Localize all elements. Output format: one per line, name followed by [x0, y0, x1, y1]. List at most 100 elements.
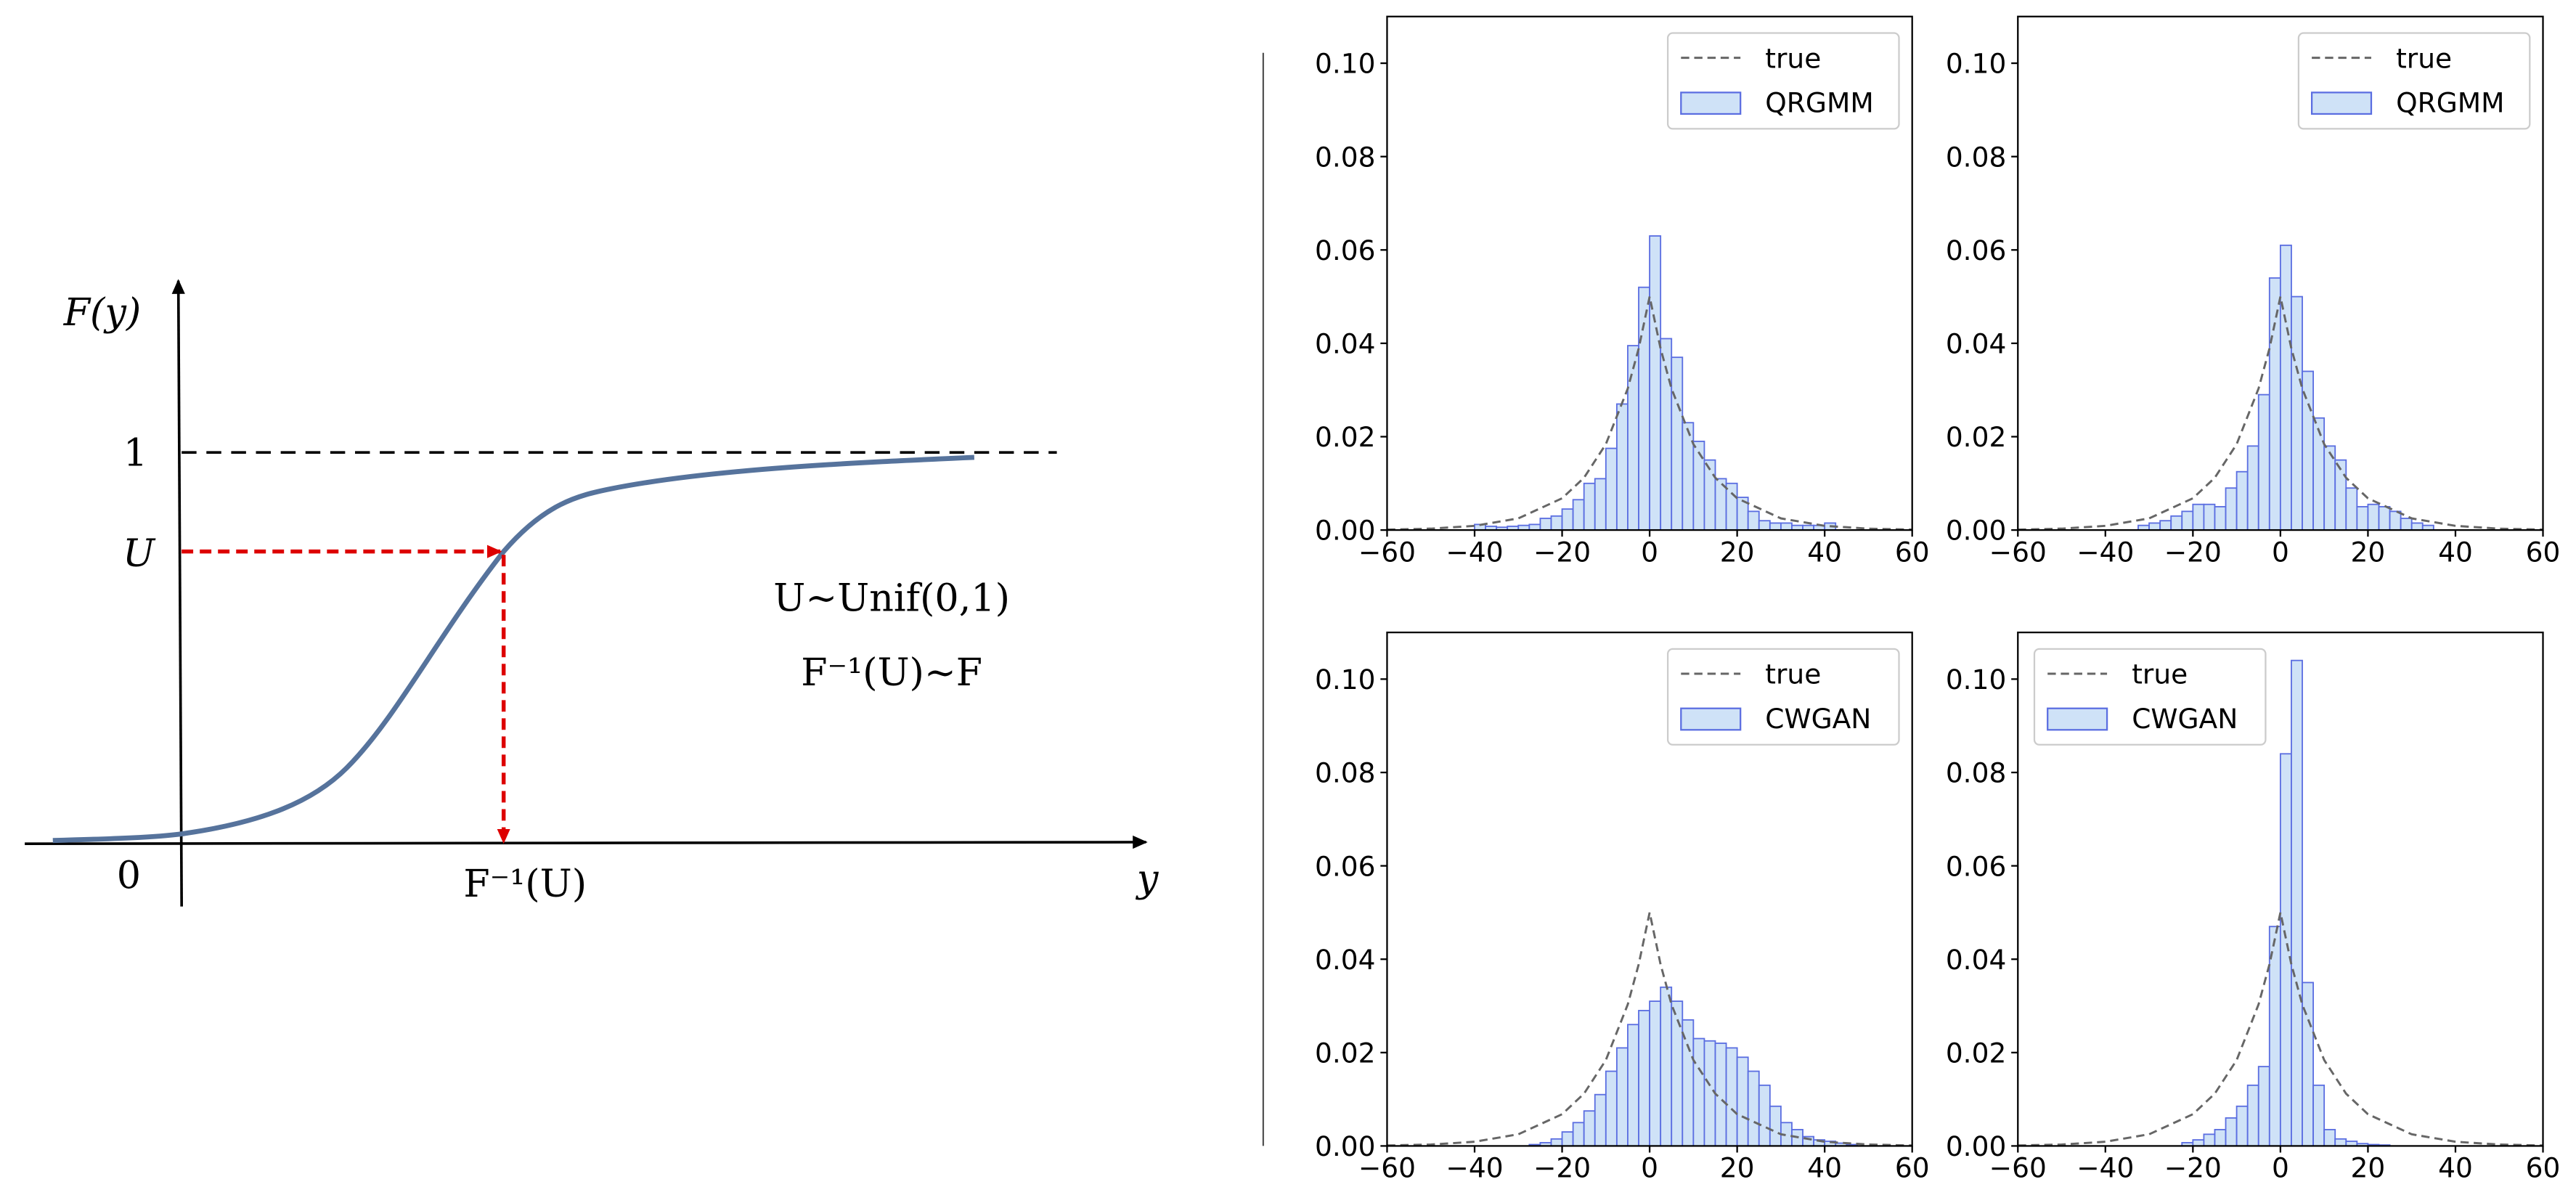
x-tick-label: 60 — [1895, 1152, 1930, 1184]
x-tick-label: −20 — [2164, 536, 2222, 568]
legend-label: QRGMM — [1765, 87, 1873, 119]
y-tick-label: 0.10 — [1315, 48, 1376, 80]
histogram-bar — [2356, 506, 2369, 531]
histogram-bar — [2214, 1129, 2227, 1146]
histogram-bar — [1660, 986, 1673, 1146]
histogram-bar — [2170, 515, 2183, 531]
histogram-bar — [2291, 659, 2303, 1146]
histogram-bar — [2148, 522, 2161, 531]
histogram-bar — [1747, 510, 1760, 531]
histogram-bar — [1682, 422, 1695, 531]
y-tick-label: 0.00 — [1315, 1130, 1376, 1162]
x-tick-label: 20 — [1720, 536, 1755, 568]
histogram-bar — [1605, 1070, 1618, 1146]
histogram-bar — [2246, 1084, 2259, 1146]
histogram-bar — [1769, 1105, 1782, 1146]
y-tick-label: 0.02 — [1315, 421, 1376, 453]
histogram-bar — [1615, 403, 1629, 531]
histogram-bar — [2389, 510, 2402, 531]
x-tick-label: −60 — [1989, 1152, 2047, 1184]
histogram-bar — [2345, 487, 2358, 531]
f-label: F(y) — [63, 290, 142, 335]
x-tick-label: 60 — [1895, 536, 1930, 568]
x-tick-label: 0 — [1641, 1152, 1658, 1184]
histogram-bar — [1561, 508, 1574, 531]
plot-area — [2018, 659, 2543, 1146]
histogram-bar — [2367, 503, 2380, 531]
inverse-label: F⁻¹(U) — [463, 862, 587, 906]
histogram-bar — [1703, 1040, 1716, 1146]
histogram-bar — [1572, 499, 1585, 531]
x-tick-label: −40 — [2076, 1152, 2134, 1184]
histogram-bar — [2279, 753, 2292, 1146]
u-label: U — [123, 531, 156, 576]
y-axis — [171, 279, 185, 907]
histogram-bar — [2279, 244, 2292, 531]
y-tick-label: 0.06 — [1946, 850, 2007, 882]
y-tick-label: 0.08 — [1946, 141, 2007, 173]
legend-swatch — [1680, 91, 1742, 115]
y-tick-label: 0.02 — [1946, 1037, 2007, 1069]
legend-label: true — [2132, 658, 2188, 690]
histogram-bar — [2225, 1117, 2238, 1146]
histogram-bar — [2334, 459, 2347, 531]
histogram-chart: −60 −40 −20 0 20 40 60 0.00 0.02 0.04 0.06 0.08 0.10… — [1946, 15, 2560, 568]
x-tick-label: −40 — [2076, 536, 2134, 568]
histogram-bar — [2235, 1105, 2249, 1146]
histogram-bar — [2257, 393, 2270, 531]
histogram-bar — [2214, 506, 2227, 531]
histogram-bar — [1528, 523, 1541, 531]
x-tick-label: −20 — [1533, 1152, 1591, 1184]
y-tick-label: 0.04 — [1946, 328, 2007, 360]
histogram-chart: −60 −40 −20 0 20 40 60 0.00 0.02 0.04 0.06 0.08 0.10… — [1315, 15, 1930, 568]
histogram-bar — [1627, 345, 1639, 531]
histogram-bar — [1758, 1084, 1771, 1146]
histogram-bar — [2192, 503, 2205, 531]
histogram-bar — [2334, 1138, 2347, 1146]
legend-swatch — [2310, 91, 2373, 115]
y-tick-label: 0.00 — [1315, 515, 1376, 547]
y-tick-label: 0.04 — [1315, 328, 1376, 360]
histogram-bar — [2257, 1066, 2270, 1146]
cdf-curve — [52, 454, 975, 844]
histogram-bar — [2268, 277, 2281, 531]
histogram-bar — [1572, 1122, 1585, 1146]
y-tick-label: 0.08 — [1946, 757, 2007, 789]
legend-label: CWGAN — [1765, 703, 1871, 735]
true-curve — [2018, 296, 2543, 531]
x-tick-label: −60 — [1989, 536, 2047, 568]
x-axis — [25, 835, 1148, 849]
one-label: 1 — [123, 431, 147, 475]
histogram-bar — [1747, 1070, 1760, 1146]
x-tick-label: 0 — [1641, 536, 1658, 568]
histogram-bar — [2421, 524, 2434, 531]
plot-area — [1387, 912, 1912, 1146]
x-tick-label: 60 — [2526, 1152, 2561, 1184]
y-tick-label: 0.04 — [1946, 944, 2007, 976]
y-tick-label: 0.10 — [1946, 48, 2007, 80]
histogram-bar — [2203, 503, 2216, 531]
histogram-bar — [2410, 522, 2424, 531]
x-tick-label: −20 — [1533, 536, 1591, 568]
true-curve — [1387, 912, 1912, 1146]
y-tick-label: 0.00 — [1946, 1130, 2007, 1162]
histogram-bar — [2159, 520, 2172, 531]
histogram-bar — [2378, 506, 2391, 531]
charts: −60 −40 −20 0 20 40 60 0.00 0.02 0.04 0.06 0.08 0.10… — [1315, 15, 2561, 1184]
histogram-bar — [2323, 1129, 2336, 1146]
histogram-chart: −60 −40 −20 0 20 40 60 0.00 0.02 0.04 0.06 0.08 0.10… — [1946, 631, 2561, 1184]
x-tick-label: −60 — [1358, 1152, 1416, 1184]
legend-label: true — [1765, 658, 1821, 690]
y-tick-label: 0.04 — [1315, 944, 1376, 976]
zero-label: 0 — [117, 854, 141, 898]
diagram: F(y) 1 U 0 F⁻¹(U) y U~Unif(0,1) F⁻¹(U)~F — [25, 279, 1159, 907]
histogram-bar — [1615, 1047, 1629, 1146]
histogram-bar — [1539, 518, 1552, 531]
y-label: y — [1136, 857, 1159, 901]
y-tick-label: 0.06 — [1315, 234, 1376, 266]
histogram-bar — [1638, 1010, 1650, 1146]
x-tick-label: 20 — [1720, 1152, 1755, 1184]
histogram-bar — [1671, 1000, 1684, 1146]
